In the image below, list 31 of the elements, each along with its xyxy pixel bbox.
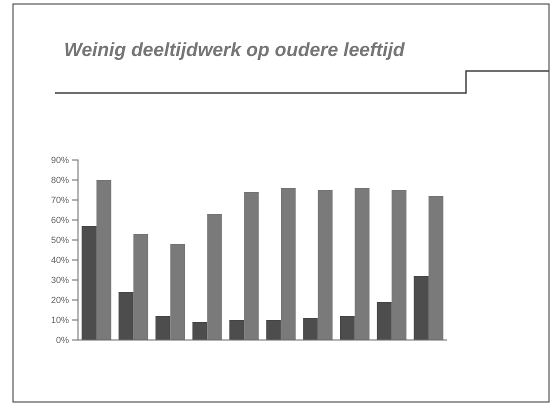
y-tick-label: 20% [50,294,69,305]
y-tick-label: 0% [56,334,69,345]
bar [354,188,370,340]
bar [96,180,112,340]
bar [340,316,355,340]
y-tick-label: 80% [50,174,69,185]
y-tick-label: 50% [50,234,69,245]
bar [155,316,170,340]
y-tick-label: 40% [50,254,69,265]
bar [318,190,333,340]
bar [414,276,429,340]
chart-title: Weinig deeltijdwerk op oudere leeftijd [64,40,406,61]
bar [82,226,96,340]
bar [244,192,259,340]
y-tick-label: 60% [50,214,69,225]
bar [266,320,281,340]
bar [392,190,406,340]
bar [229,320,244,340]
y-tick-label: 10% [50,314,69,325]
bar [170,244,186,340]
bar [118,292,134,340]
bar [428,196,444,340]
bar [303,318,318,340]
bar [280,188,296,340]
bar [192,322,208,340]
bar [376,302,392,340]
bar [207,214,222,340]
y-tick-label: 90% [50,154,69,165]
bar [133,234,148,340]
y-tick-label: 30% [50,274,69,285]
y-tick-label: 70% [50,194,69,205]
